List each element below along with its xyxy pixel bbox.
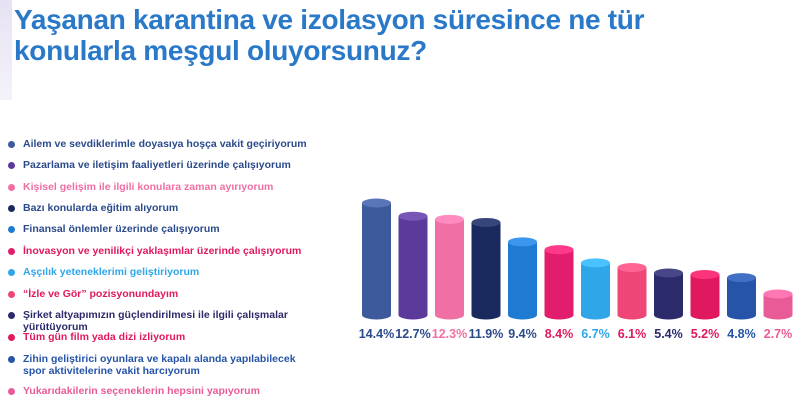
legend-color-dot	[8, 355, 15, 363]
bar	[362, 198, 391, 320]
bar-top-cap	[654, 268, 683, 278]
bar	[581, 258, 610, 320]
legend-color-dot	[8, 183, 15, 191]
legend-label: Finansal önlemler üzerinde çalışıyorum	[23, 223, 220, 235]
bar-value-label: 12.7%	[395, 327, 430, 341]
bar-body	[727, 277, 756, 320]
legend-label: Tüm gün film yada dizi izliyorum	[23, 331, 186, 343]
bar-top-cap	[763, 289, 793, 299]
legend-item: Bazı konularda eğitim alıyorum	[8, 202, 338, 214]
bar-body	[508, 241, 537, 320]
legend-item: İnovasyon ve yenilikçi yaklaşımlar üzeri…	[8, 245, 338, 257]
bar-top-cap	[617, 263, 647, 273]
bar-top-cap	[508, 237, 537, 247]
bar-value-label: 8.4%	[545, 327, 574, 341]
legend-label: “İzle ve Gör” pozisyonundayım	[23, 288, 179, 300]
legend-color-dot	[8, 333, 15, 341]
legend-item: Şirket altyapımızın güçlendirilmesi ile …	[8, 309, 338, 333]
bar	[727, 273, 756, 320]
bar-body	[471, 222, 501, 320]
bar-top-cap	[435, 214, 464, 224]
bar-top-cap	[544, 245, 574, 255]
legend-label: Kişisel gelişim ile ilgili konulara zama…	[23, 181, 274, 193]
bar-top-cap	[471, 217, 501, 227]
bar-top-cap	[398, 211, 428, 221]
legend-item: Finansal önlemler üzerinde çalışıyorum	[8, 223, 338, 235]
bar-body	[617, 267, 647, 320]
legend-label: Zihin geliştirici oyunlara ve kapalı ala…	[23, 353, 296, 377]
legend-item: “İzle ve Gör” pozisyonundayım	[8, 288, 338, 300]
bar-body	[435, 219, 464, 320]
bar-body	[398, 216, 428, 320]
legend-color-dot	[8, 204, 15, 212]
legend-color-dot	[8, 140, 15, 148]
bar-top-cap	[581, 258, 610, 268]
bar-body	[763, 294, 793, 320]
bar-body	[581, 262, 610, 320]
bar-body	[362, 203, 391, 320]
legend-label: Bazı konularda eğitim alıyorum	[23, 202, 179, 214]
bar	[435, 214, 464, 320]
bar-value-label: 5.4%	[654, 327, 683, 341]
legend-color-dot	[8, 225, 15, 233]
legend-item: Kişisel gelişim ile ilgili konulara zama…	[8, 181, 338, 193]
bar	[544, 245, 574, 320]
bar-body	[654, 273, 683, 320]
decorative-accent-bar	[0, 0, 12, 100]
legend-color-dot	[8, 311, 15, 319]
legend-label: Ailem ve sevdiklerimle doyasıya hoşça va…	[23, 138, 307, 150]
bar-value-label: 9.4%	[508, 327, 537, 341]
legend-color-dot	[8, 268, 15, 276]
legend-item: Zihin geliştirici oyunlara ve kapalı ala…	[8, 353, 338, 377]
legend-item: Yukarıdakilerin seçeneklerin hepsini yap…	[8, 385, 338, 397]
bar-value-label: 6.1%	[618, 327, 647, 341]
legend-color-dot	[8, 161, 15, 169]
bar-top-cap	[727, 273, 756, 283]
legend-item: Aşçılık yeteneklerimi geliştiriyorum	[8, 266, 338, 278]
bar-value-label: 4.8%	[727, 327, 756, 341]
chart-title-line-1: Yaşanan karantina ve izolasyon süresince…	[14, 4, 645, 35]
bar	[763, 289, 793, 320]
bar-value-label: 11.9%	[469, 327, 504, 341]
bar-top-cap	[362, 198, 391, 208]
legend-item: Tüm gün film yada dizi izliyorum	[8, 331, 338, 343]
bar-top-cap	[690, 270, 720, 280]
bar	[690, 270, 720, 320]
bar-value-label: 12.3%	[432, 327, 467, 341]
bar-value-label: 2.7%	[764, 327, 793, 341]
bar-value-label: 5.2%	[691, 327, 720, 341]
legend-color-dot	[8, 387, 15, 395]
bar	[398, 211, 428, 320]
legend-label: İnovasyon ve yenilikçi yaklaşımlar üzeri…	[23, 245, 302, 257]
legend-label: Pazarlama ve iletişim faaliyetleri üzeri…	[23, 159, 291, 171]
legend-label: Aşçılık yeteneklerimi geliştiriyorum	[23, 266, 200, 278]
chart-title: Yaşanan karantina ve izolasyon süresince…	[14, 4, 644, 66]
bar-value-label: 6.7%	[581, 327, 610, 341]
bar	[471, 217, 501, 320]
legend-label: Şirket altyapımızın güçlendirilmesi ile …	[23, 309, 288, 333]
legend-item: Ailem ve sevdiklerimle doyasıya hoşça va…	[8, 138, 338, 150]
bar-value-label: 14.4%	[359, 327, 394, 341]
bar	[617, 263, 647, 320]
bar	[654, 268, 683, 320]
bar-body	[690, 274, 720, 320]
legend-color-dot	[8, 290, 15, 298]
bar-body	[544, 249, 574, 320]
legend-color-dot	[8, 247, 15, 255]
chart-title-line-2: konularla meşgul oluyorsunuz?	[14, 35, 427, 66]
bar	[508, 237, 537, 320]
legend-item: Pazarlama ve iletişim faaliyetleri üzeri…	[8, 159, 338, 171]
legend-label: Yukarıdakilerin seçeneklerin hepsini yap…	[23, 385, 260, 397]
